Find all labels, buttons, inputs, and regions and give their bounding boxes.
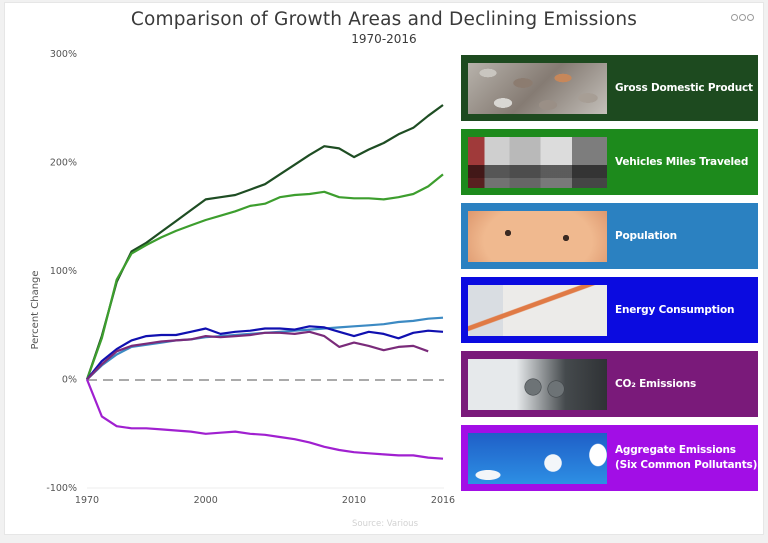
legend-item-co2[interactable]: CO₂ Emissions bbox=[461, 351, 758, 417]
x-tick-label: 1970 bbox=[75, 495, 99, 506]
x-tick-label: 2016 bbox=[431, 495, 455, 506]
series-line-gross-domestic-product[interactable] bbox=[85, 104, 444, 380]
x-tick-label: 2000 bbox=[194, 495, 218, 506]
series-line-energy-consumption[interactable] bbox=[86, 325, 444, 381]
baby-image bbox=[468, 210, 607, 262]
traffic-image bbox=[468, 136, 607, 188]
legend-label: Population bbox=[615, 229, 677, 242]
y-axis-label: Percent Change bbox=[30, 270, 41, 349]
legend-label: Aggregate Emissions bbox=[615, 444, 736, 456]
legend-item-aggregate-emissions[interactable]: Aggregate Emissions (Six Common Pollutan… bbox=[461, 425, 758, 491]
legend-item-energy[interactable]: Energy Consumption bbox=[461, 277, 758, 343]
y-tick-label: 300% bbox=[50, 49, 77, 60]
legend: Gross Domestic Product Vehicles Miles Tr… bbox=[461, 55, 758, 499]
legend-item-gdp[interactable]: Gross Domestic Product bbox=[461, 55, 758, 121]
legend-label: Vehicles Miles Traveled bbox=[615, 155, 749, 168]
x-tick-label: 2010 bbox=[342, 495, 366, 506]
y-tick-label: -100% bbox=[46, 483, 77, 494]
legend-label: Gross Domestic Product bbox=[615, 81, 753, 94]
y-tick-label: 100% bbox=[50, 266, 77, 277]
y-tick-label: 0% bbox=[62, 375, 77, 386]
exhaust-image bbox=[468, 358, 607, 410]
series-line-co-emissions[interactable] bbox=[86, 330, 429, 381]
legend-label: CO₂ Emissions bbox=[615, 377, 697, 390]
legend-label: Energy Consumption bbox=[615, 303, 735, 316]
series-lines bbox=[85, 104, 444, 460]
x-axis: 1970 2000 2010 2016 bbox=[75, 495, 455, 506]
legend-item-population[interactable]: Population bbox=[461, 203, 758, 269]
series-line-vehicles-miles-traveled[interactable] bbox=[85, 173, 444, 380]
legend-label-line2: (Six Common Pollutants) bbox=[615, 459, 758, 471]
more-options-icon[interactable] bbox=[730, 13, 754, 24]
coins-image bbox=[468, 62, 607, 114]
chart-title: Comparison of Growth Areas and Declining… bbox=[130, 9, 638, 30]
legend-item-vmt[interactable]: Vehicles Miles Traveled bbox=[461, 129, 758, 195]
y-tick-label: 200% bbox=[50, 158, 77, 169]
chart-subtitle: 1970-2016 bbox=[351, 32, 417, 46]
plug-image bbox=[468, 284, 607, 336]
smokestacks-image bbox=[468, 432, 607, 484]
source-note: Source: Various bbox=[352, 519, 419, 529]
y-axis: 300% 200% 100% 0% -100% bbox=[46, 49, 77, 494]
series-line-aggregate-emissions-six-common-pollutants[interactable] bbox=[85, 379, 444, 460]
